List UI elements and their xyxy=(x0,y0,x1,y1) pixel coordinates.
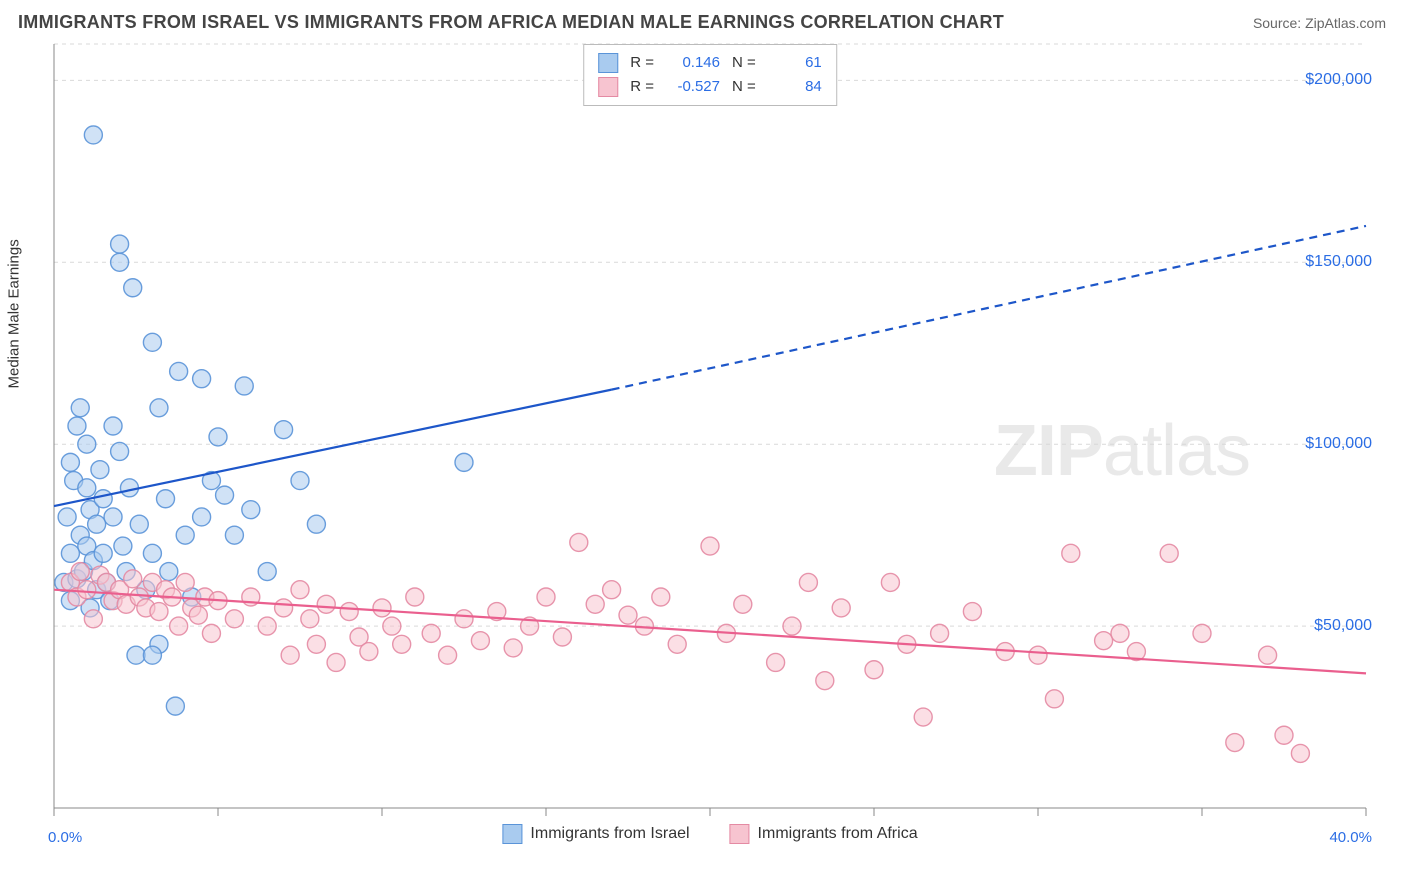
n-label-1: N = xyxy=(732,51,756,75)
y-tick-label: $200,000 xyxy=(1305,71,1372,89)
stats-row-series1: R = 0.146 N = 61 xyxy=(598,51,822,75)
y-tick-label: $50,000 xyxy=(1314,617,1372,635)
swatch-series1 xyxy=(598,53,618,73)
y-tick-label: $100,000 xyxy=(1305,435,1372,453)
y-tick-label: $150,000 xyxy=(1305,253,1372,271)
legend-swatch-series2 xyxy=(730,824,750,844)
y-axis-label: Median Male Earnings xyxy=(6,239,23,388)
stats-row-series2: R = -0.527 N = 84 xyxy=(598,75,822,99)
legend-swatch-series1 xyxy=(502,824,522,844)
x-axis-max-label: 40.0% xyxy=(1329,829,1372,846)
r-label-1: R = xyxy=(630,51,654,75)
legend-label-series2: Immigrants from Africa xyxy=(758,825,918,843)
source-name: ZipAtlas.com xyxy=(1305,15,1386,31)
legend-item-series1: Immigrants from Israel xyxy=(502,824,689,844)
swatch-series2 xyxy=(598,77,618,97)
x-axis-min-label: 0.0% xyxy=(48,829,82,846)
source-prefix: Source: xyxy=(1253,15,1305,31)
stats-legend-box: R = 0.146 N = 61 R = -0.527 N = 84 xyxy=(583,44,837,106)
scatter-plot xyxy=(50,40,1370,840)
legend-item-series2: Immigrants from Africa xyxy=(730,824,918,844)
chart-area: Median Male Earnings ZIPatlas R = 0.146 … xyxy=(50,40,1370,840)
legend-label-series1: Immigrants from Israel xyxy=(530,825,689,843)
n-label-2: N = xyxy=(732,75,756,99)
n-value-1: 61 xyxy=(768,51,822,75)
chart-title: IMMIGRANTS FROM ISRAEL VS IMMIGRANTS FRO… xyxy=(18,12,1004,33)
r-value-1: 0.146 xyxy=(666,51,720,75)
bottom-legend: Immigrants from Israel Immigrants from A… xyxy=(502,824,917,844)
r-label-2: R = xyxy=(630,75,654,99)
source-label: Source: ZipAtlas.com xyxy=(1253,15,1386,31)
n-value-2: 84 xyxy=(768,75,822,99)
r-value-2: -0.527 xyxy=(666,75,720,99)
